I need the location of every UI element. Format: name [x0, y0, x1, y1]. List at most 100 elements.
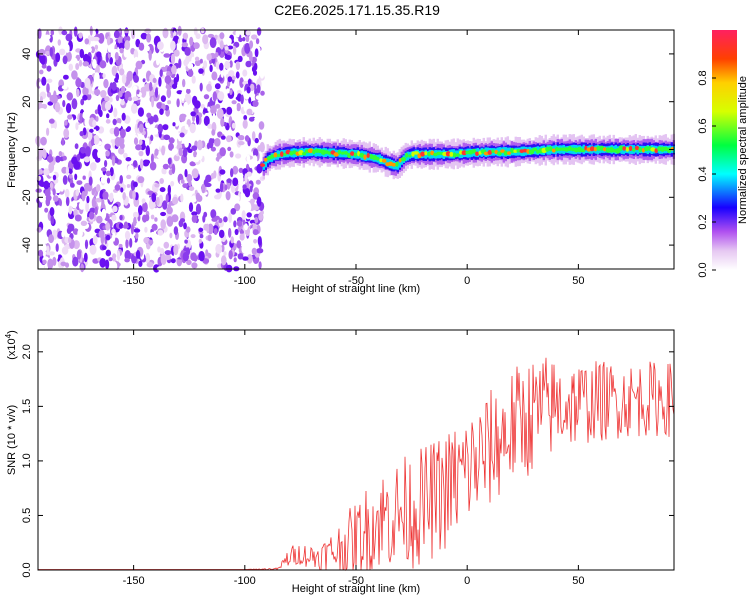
signal-peak	[427, 151, 431, 157]
noise-blob	[248, 96, 252, 104]
noise-blob	[92, 148, 99, 160]
noise-blob	[62, 100, 66, 108]
noise-blob	[57, 39, 61, 46]
signal-peak	[449, 151, 454, 157]
signal-peak	[670, 147, 674, 151]
colorbar-tick-label: 0.0	[697, 262, 709, 277]
noise-blob	[173, 49, 180, 57]
noise-blob	[58, 151, 63, 157]
noise-blob	[191, 145, 198, 151]
noise-blob	[135, 60, 143, 70]
noise-blob	[161, 145, 166, 156]
noise-blob	[36, 175, 42, 181]
noise-blob	[36, 136, 41, 147]
noise-blob	[228, 227, 232, 238]
noise-blob	[163, 134, 171, 141]
noise-blob	[154, 217, 158, 222]
noise-blob	[219, 62, 224, 71]
noise-blob	[87, 132, 93, 141]
noise-blob	[60, 261, 67, 267]
noise-blob	[171, 64, 177, 75]
noise-blob	[173, 226, 179, 236]
noise-blob	[38, 249, 44, 257]
noise-blob	[143, 247, 147, 253]
noise-blob	[116, 118, 122, 124]
noise-blob	[214, 52, 219, 58]
noise-blob	[46, 245, 50, 256]
noise-blob	[109, 127, 116, 135]
noise-blob	[65, 33, 73, 42]
noise-blob	[215, 188, 221, 193]
noise-blob	[256, 196, 262, 207]
signal-peak	[366, 153, 370, 158]
noise-blob	[162, 124, 169, 131]
noise-blob	[75, 48, 82, 53]
snr-scale-exponent: 4	[4, 333, 13, 338]
noise-blob	[237, 135, 245, 140]
noise-blob	[80, 220, 88, 226]
signal-peak	[363, 154, 367, 160]
noise-blob	[239, 233, 245, 241]
noise-blob	[62, 55, 68, 65]
noise-blob	[209, 64, 213, 73]
signal-peak	[445, 151, 451, 157]
noise-blob	[217, 91, 225, 101]
noise-blob	[119, 175, 123, 184]
noise-blob	[90, 46, 96, 54]
noise-blob	[94, 72, 100, 82]
noise-blob	[242, 37, 246, 42]
noise-blob	[102, 245, 107, 250]
noise-blob	[41, 64, 47, 69]
signal-peak	[408, 154, 412, 158]
noise-blob	[145, 137, 150, 148]
noise-blob	[115, 72, 119, 81]
spectrogram-y-tick-label: 20	[21, 96, 33, 108]
noise-blob	[112, 232, 116, 242]
noise-blob	[252, 100, 259, 107]
noise-blob	[211, 71, 218, 81]
noise-blob	[173, 35, 179, 41]
noise-blob	[100, 175, 107, 184]
signal-peak	[424, 151, 428, 156]
noise-blob	[124, 258, 130, 263]
noise-blob	[238, 37, 243, 43]
noise-blob	[143, 98, 148, 110]
noise-blob	[73, 240, 80, 250]
noise-blob	[54, 183, 62, 194]
noise-blob	[163, 241, 170, 249]
noise-blob	[148, 239, 154, 245]
noise-blob	[190, 252, 197, 261]
noise-blob	[61, 137, 65, 146]
signal-peak	[359, 152, 365, 158]
noise-blob	[233, 102, 237, 113]
noise-blob	[80, 263, 85, 273]
colorbar-label: Normalized spectral amplitude	[737, 76, 749, 224]
colorbar-tick-label: 0.2	[697, 214, 709, 229]
noise-blob	[143, 237, 150, 244]
noise-blob	[125, 157, 132, 162]
noise-blob	[209, 37, 217, 49]
snr-background	[38, 330, 674, 570]
signal-peak	[545, 146, 550, 152]
noise-blob	[38, 81, 43, 87]
snr-y-tick-label: 1.0	[21, 453, 33, 468]
noise-blob	[48, 118, 55, 124]
noise-blob	[76, 153, 81, 162]
noise-blob	[110, 139, 115, 144]
noise-blob	[233, 220, 237, 228]
noise-blob	[195, 114, 200, 125]
noise-blob	[190, 111, 196, 117]
colorbar: 0.0 0.2 0.4 0.6 0.8 Normalized spectral ampl…	[697, 30, 749, 278]
noise-blob	[168, 142, 174, 151]
noise-blob	[145, 122, 151, 129]
snr-y-tick-label: 0.5	[21, 508, 33, 523]
noise-blob	[142, 78, 146, 83]
noise-blob	[44, 51, 51, 55]
noise-blob	[236, 240, 242, 249]
noise-blob	[92, 58, 97, 69]
noise-blob	[203, 60, 208, 69]
noise-blob	[167, 184, 171, 195]
snr-scale-text: (x10	[6, 338, 18, 359]
signal-peak	[371, 155, 378, 161]
noise-blob	[252, 161, 258, 167]
